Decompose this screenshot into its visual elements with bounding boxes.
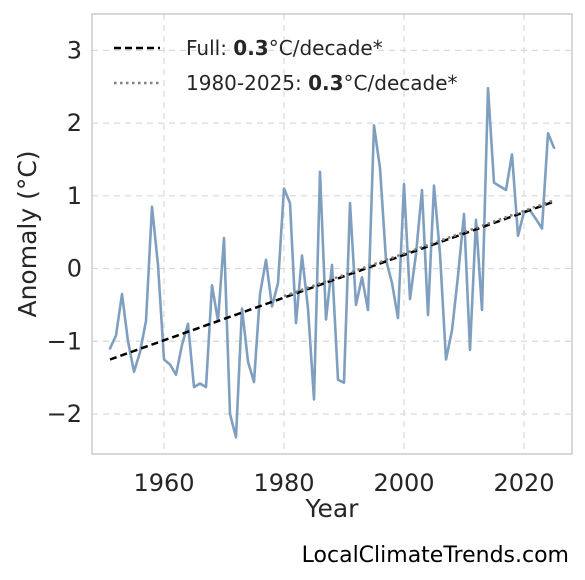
trend-line-full	[109, 200, 555, 361]
y-tick-label: 0	[67, 255, 82, 283]
legend: Full: 0.3°C/decade* 1980-2025: 0.3°C/dec…	[114, 36, 458, 95]
legend-full-prefix: Full:	[186, 36, 233, 60]
x-tick-label: 2000	[373, 469, 434, 497]
y-tick-label: 1	[67, 182, 82, 210]
legend-label-recent: 1980-2025: 0.3°C/decade*	[186, 71, 458, 95]
legend-full-suffix: °C/decade*	[269, 36, 383, 60]
x-tick-label: 1960	[133, 469, 194, 497]
y-tick-labels: −2 −1 0 1 2 3	[47, 36, 82, 428]
series-layer	[108, 86, 556, 439]
legend-recent-prefix: 1980-2025:	[186, 71, 308, 95]
x-tick-label: 2020	[493, 469, 554, 497]
y-tick-label: −2	[47, 400, 82, 428]
legend-label-full: Full: 0.3°C/decade*	[186, 36, 383, 60]
y-tick-label: −1	[47, 327, 82, 355]
y-tick-label: 3	[67, 36, 82, 64]
watermark: LocalClimateTrends.com	[301, 543, 569, 568]
grid-layer	[92, 14, 572, 454]
legend-full-rate: 0.3	[233, 36, 268, 60]
x-tick-label: 1980	[253, 469, 314, 497]
x-axis-title: Year	[305, 494, 360, 523]
plot-frame	[91, 13, 573, 455]
series-line-observed	[108, 86, 556, 439]
x-tick-labels: 1960 1980 2000 2020	[133, 469, 554, 497]
legend-recent-suffix: °C/decade*	[344, 71, 458, 95]
y-axis-title: Anomaly (°C)	[13, 150, 42, 317]
legend-recent-rate: 0.3	[308, 71, 343, 95]
y-tick-label: 2	[67, 109, 82, 137]
